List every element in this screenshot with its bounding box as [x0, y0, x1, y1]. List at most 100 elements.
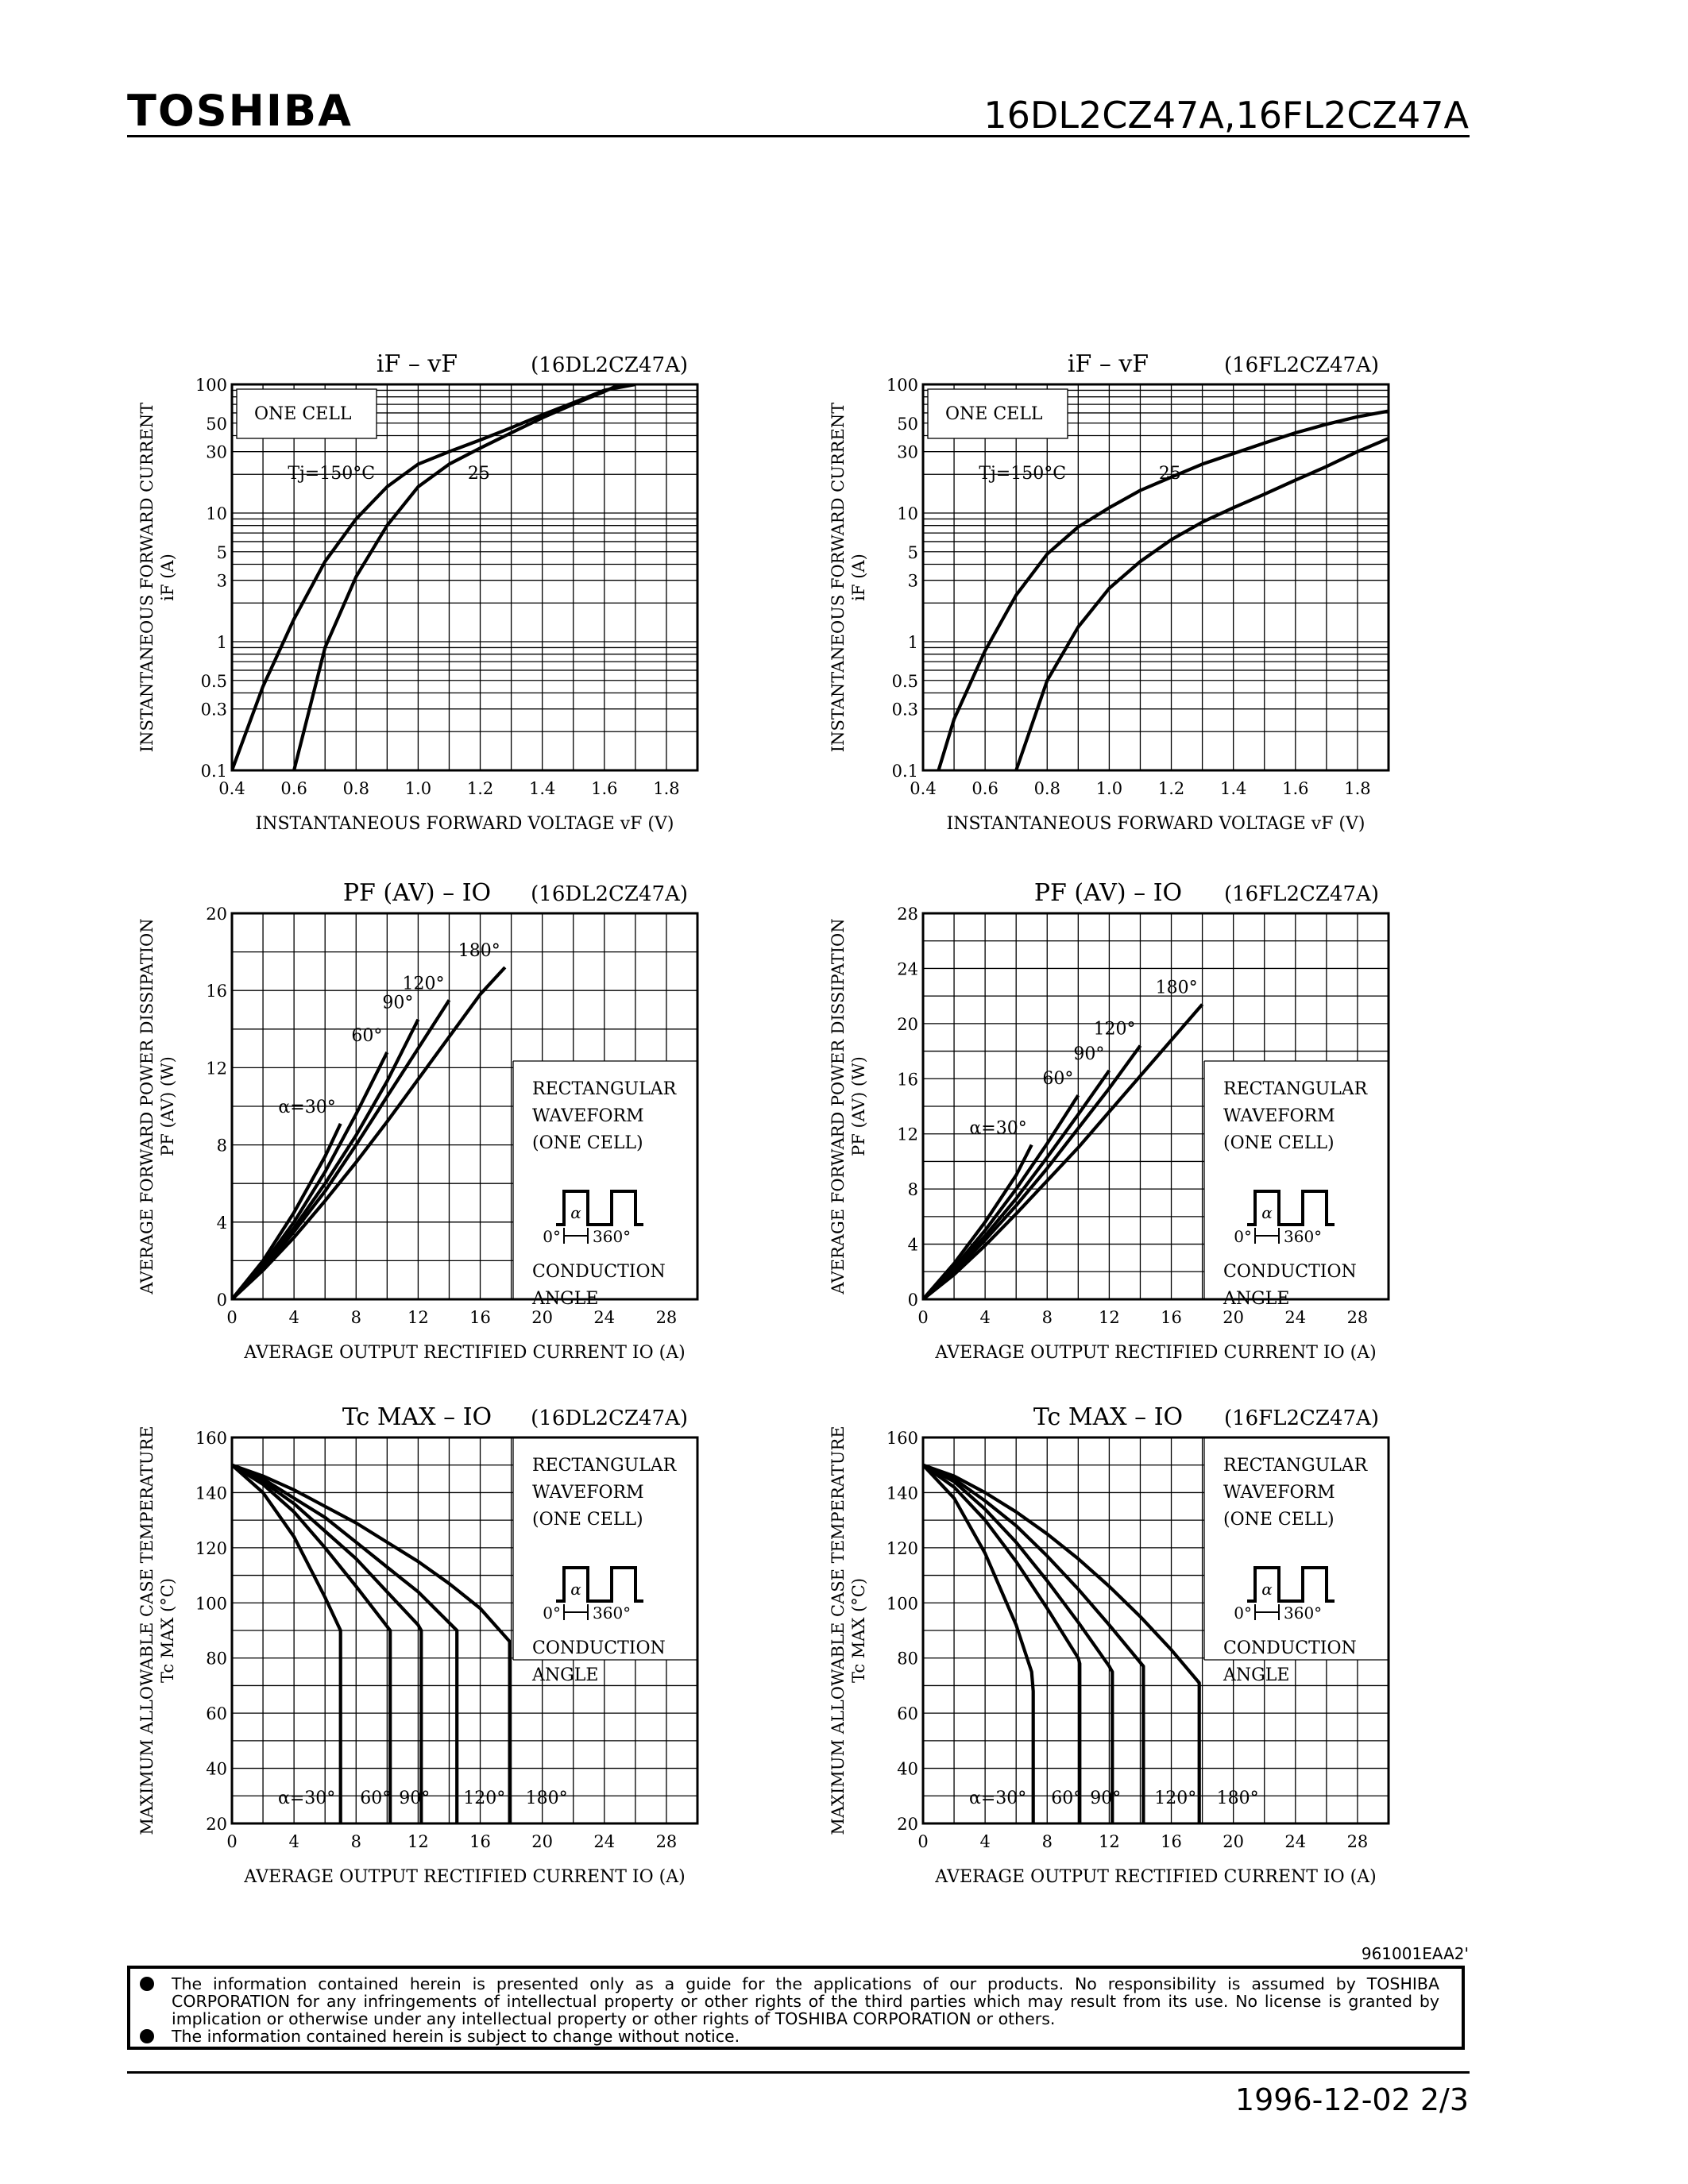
x-tick-label: 28	[1347, 1832, 1369, 1851]
y-axis-label: MAXIMUM ALLOWABLE CASE TEMPERATURE	[137, 1426, 156, 1835]
x-tick-label: 12	[1099, 1308, 1120, 1327]
x-tick-label: 0.8	[343, 779, 369, 798]
annotation: 60°	[360, 1788, 391, 1808]
box-label: ONE CELL	[254, 404, 352, 424]
plot-frame	[921, 383, 1390, 772]
waveform-label: ANGLE	[531, 1665, 598, 1685]
x-tick-label: 1.2	[1158, 779, 1184, 798]
y-tick-label: 5	[217, 543, 227, 562]
waveform-zero: 0°	[1234, 1227, 1252, 1246]
x-tick-label: 1.4	[1220, 779, 1246, 798]
y-axis-label: MAXIMUM ALLOWABLE CASE TEMPERATURE	[829, 1426, 848, 1835]
y-tick-label: 100	[195, 376, 227, 395]
annotation: 120°	[1154, 1788, 1196, 1808]
y-axis-label-2: iF (A)	[849, 554, 868, 601]
waveform-panel	[513, 1061, 697, 1299]
x-axis-label: AVERAGE OUTPUT RECTIFIED CURRENT IO (A)	[243, 1867, 685, 1887]
plot-frame	[230, 383, 699, 772]
chart-pf-io-fl: RECTANGULAR WAVEFORM (ONE CELL) α 0° 360° COND…	[829, 879, 1390, 1363]
chart-title: Tc MAX – IO	[342, 1403, 492, 1431]
waveform-label: ANGLE	[1223, 1665, 1289, 1685]
y-tick-label: 16	[897, 1070, 918, 1089]
annotation: Tj=150°C	[979, 464, 1066, 484]
x-axis-label: AVERAGE OUTPUT RECTIFIED CURRENT IO (A)	[243, 1343, 685, 1363]
y-axis-label: AVERAGE FORWARD POWER DISSIPATION	[137, 918, 156, 1295]
y-tick-label: 100	[886, 1594, 918, 1613]
chart-tc-io-fl: RECTANGULAR WAVEFORM (ONE CELL) α 0° 360° COND…	[829, 1403, 1390, 1887]
annotation-180°: 180°	[1156, 978, 1198, 998]
plot-frame	[230, 912, 699, 1301]
x-axis-label: AVERAGE OUTPUT RECTIFIED CURRENT IO (A)	[934, 1867, 1376, 1887]
part-numbers: 16DL2CZ47A,16FL2CZ47A	[983, 94, 1469, 137]
chart-title: iF – vF	[377, 350, 458, 378]
bullet-icon	[140, 2029, 154, 2043]
y-tick-label: 0	[217, 1291, 227, 1310]
waveform-zero: 0°	[543, 1227, 561, 1246]
date-page: 1996-12-02 2/3	[1234, 2082, 1469, 2117]
waveform-label: (ONE CELL)	[532, 1133, 643, 1153]
x-tick-label: 0	[226, 1832, 237, 1851]
waveform-icon	[1247, 1566, 1335, 1603]
x-tick-label: 28	[656, 1308, 678, 1327]
waveform-full: 360°	[1284, 1227, 1322, 1246]
y-tick-label: 0.3	[892, 700, 918, 720]
annotation: 180°	[1217, 1788, 1259, 1808]
series-line-60°	[232, 1463, 392, 1823]
x-tick-label: 16	[469, 1832, 491, 1851]
waveform-label: RECTANGULAR	[532, 1079, 678, 1099]
waveform-label: CONDUCTION	[1223, 1638, 1357, 1658]
footer-rule	[127, 2071, 1470, 2074]
x-tick-label: 1.6	[591, 779, 617, 798]
y-tick-label: 20	[897, 1815, 918, 1834]
series-line-120°	[232, 1463, 459, 1823]
chart-title: PF (AV) – IO	[343, 879, 491, 907]
y-tick-label: 160	[195, 1429, 227, 1448]
x-tick-label: 1.0	[405, 779, 431, 798]
x-tick-label: 0.6	[280, 779, 307, 798]
y-axis-label-2: PF (AV) (W)	[849, 1056, 868, 1156]
disclaimer-box: The information contained herein is pres…	[127, 1966, 1465, 2050]
x-tick-label: 20	[1223, 1308, 1244, 1327]
series-group	[923, 1463, 1201, 1823]
y-tick-label: 0	[908, 1291, 918, 1310]
waveform-icon	[1247, 1190, 1335, 1226]
disclaimer-text-1: The information contained herein is pres…	[172, 1974, 1439, 2028]
waveform-full: 360°	[1284, 1603, 1322, 1623]
x-tick-label: 24	[593, 1832, 615, 1851]
x-tick-label: 0.6	[971, 779, 998, 798]
y-tick-label: 3	[217, 572, 227, 591]
x-tick-label: 28	[1347, 1308, 1369, 1327]
series-group	[937, 409, 1389, 770]
chart-part: (16FL2CZ47A)	[1224, 882, 1379, 906]
series-line-1	[292, 384, 621, 770]
x-tick-label: 24	[1284, 1308, 1306, 1327]
y-tick-label: 20	[206, 1815, 227, 1834]
x-axis-label: INSTANTANEOUS FORWARD VOLTAGE vF (V)	[256, 814, 674, 834]
brand-logo: TOSHIBA	[127, 86, 353, 136]
x-tick-label: 0	[226, 1308, 237, 1327]
x-tick-label: 0.8	[1034, 779, 1060, 798]
annotation: 180°	[526, 1788, 568, 1808]
chart-part: (16DL2CZ47A)	[531, 882, 688, 906]
header-rule	[127, 135, 1470, 137]
series-line-120°	[923, 1044, 1142, 1299]
waveform-zero: 0°	[543, 1603, 561, 1623]
y-tick-label: 120	[886, 1539, 918, 1558]
y-tick-label: 160	[886, 1429, 918, 1448]
waveform-label: (ONE CELL)	[1223, 1510, 1335, 1530]
series-line-0	[232, 384, 636, 770]
alpha-symbol: α	[1261, 1203, 1273, 1222]
x-tick-label: 0.4	[910, 779, 936, 798]
y-tick-label: 120	[195, 1539, 227, 1558]
waveform-zero: 0°	[1234, 1603, 1252, 1623]
y-axis-label: INSTANTANEOUS FORWARD CURRENT	[829, 403, 848, 752]
annotation-90°: 90°	[1073, 1044, 1104, 1064]
series-line-90°	[923, 1463, 1114, 1823]
annotation: α=30°	[969, 1788, 1026, 1808]
y-tick-label: 8	[908, 1180, 918, 1199]
legend-box	[927, 388, 1068, 439]
annotation-90°: 90°	[382, 994, 413, 1013]
series-group	[232, 1463, 512, 1823]
annotation-120°: 120°	[1093, 1020, 1135, 1040]
x-tick-label: 8	[351, 1832, 361, 1851]
